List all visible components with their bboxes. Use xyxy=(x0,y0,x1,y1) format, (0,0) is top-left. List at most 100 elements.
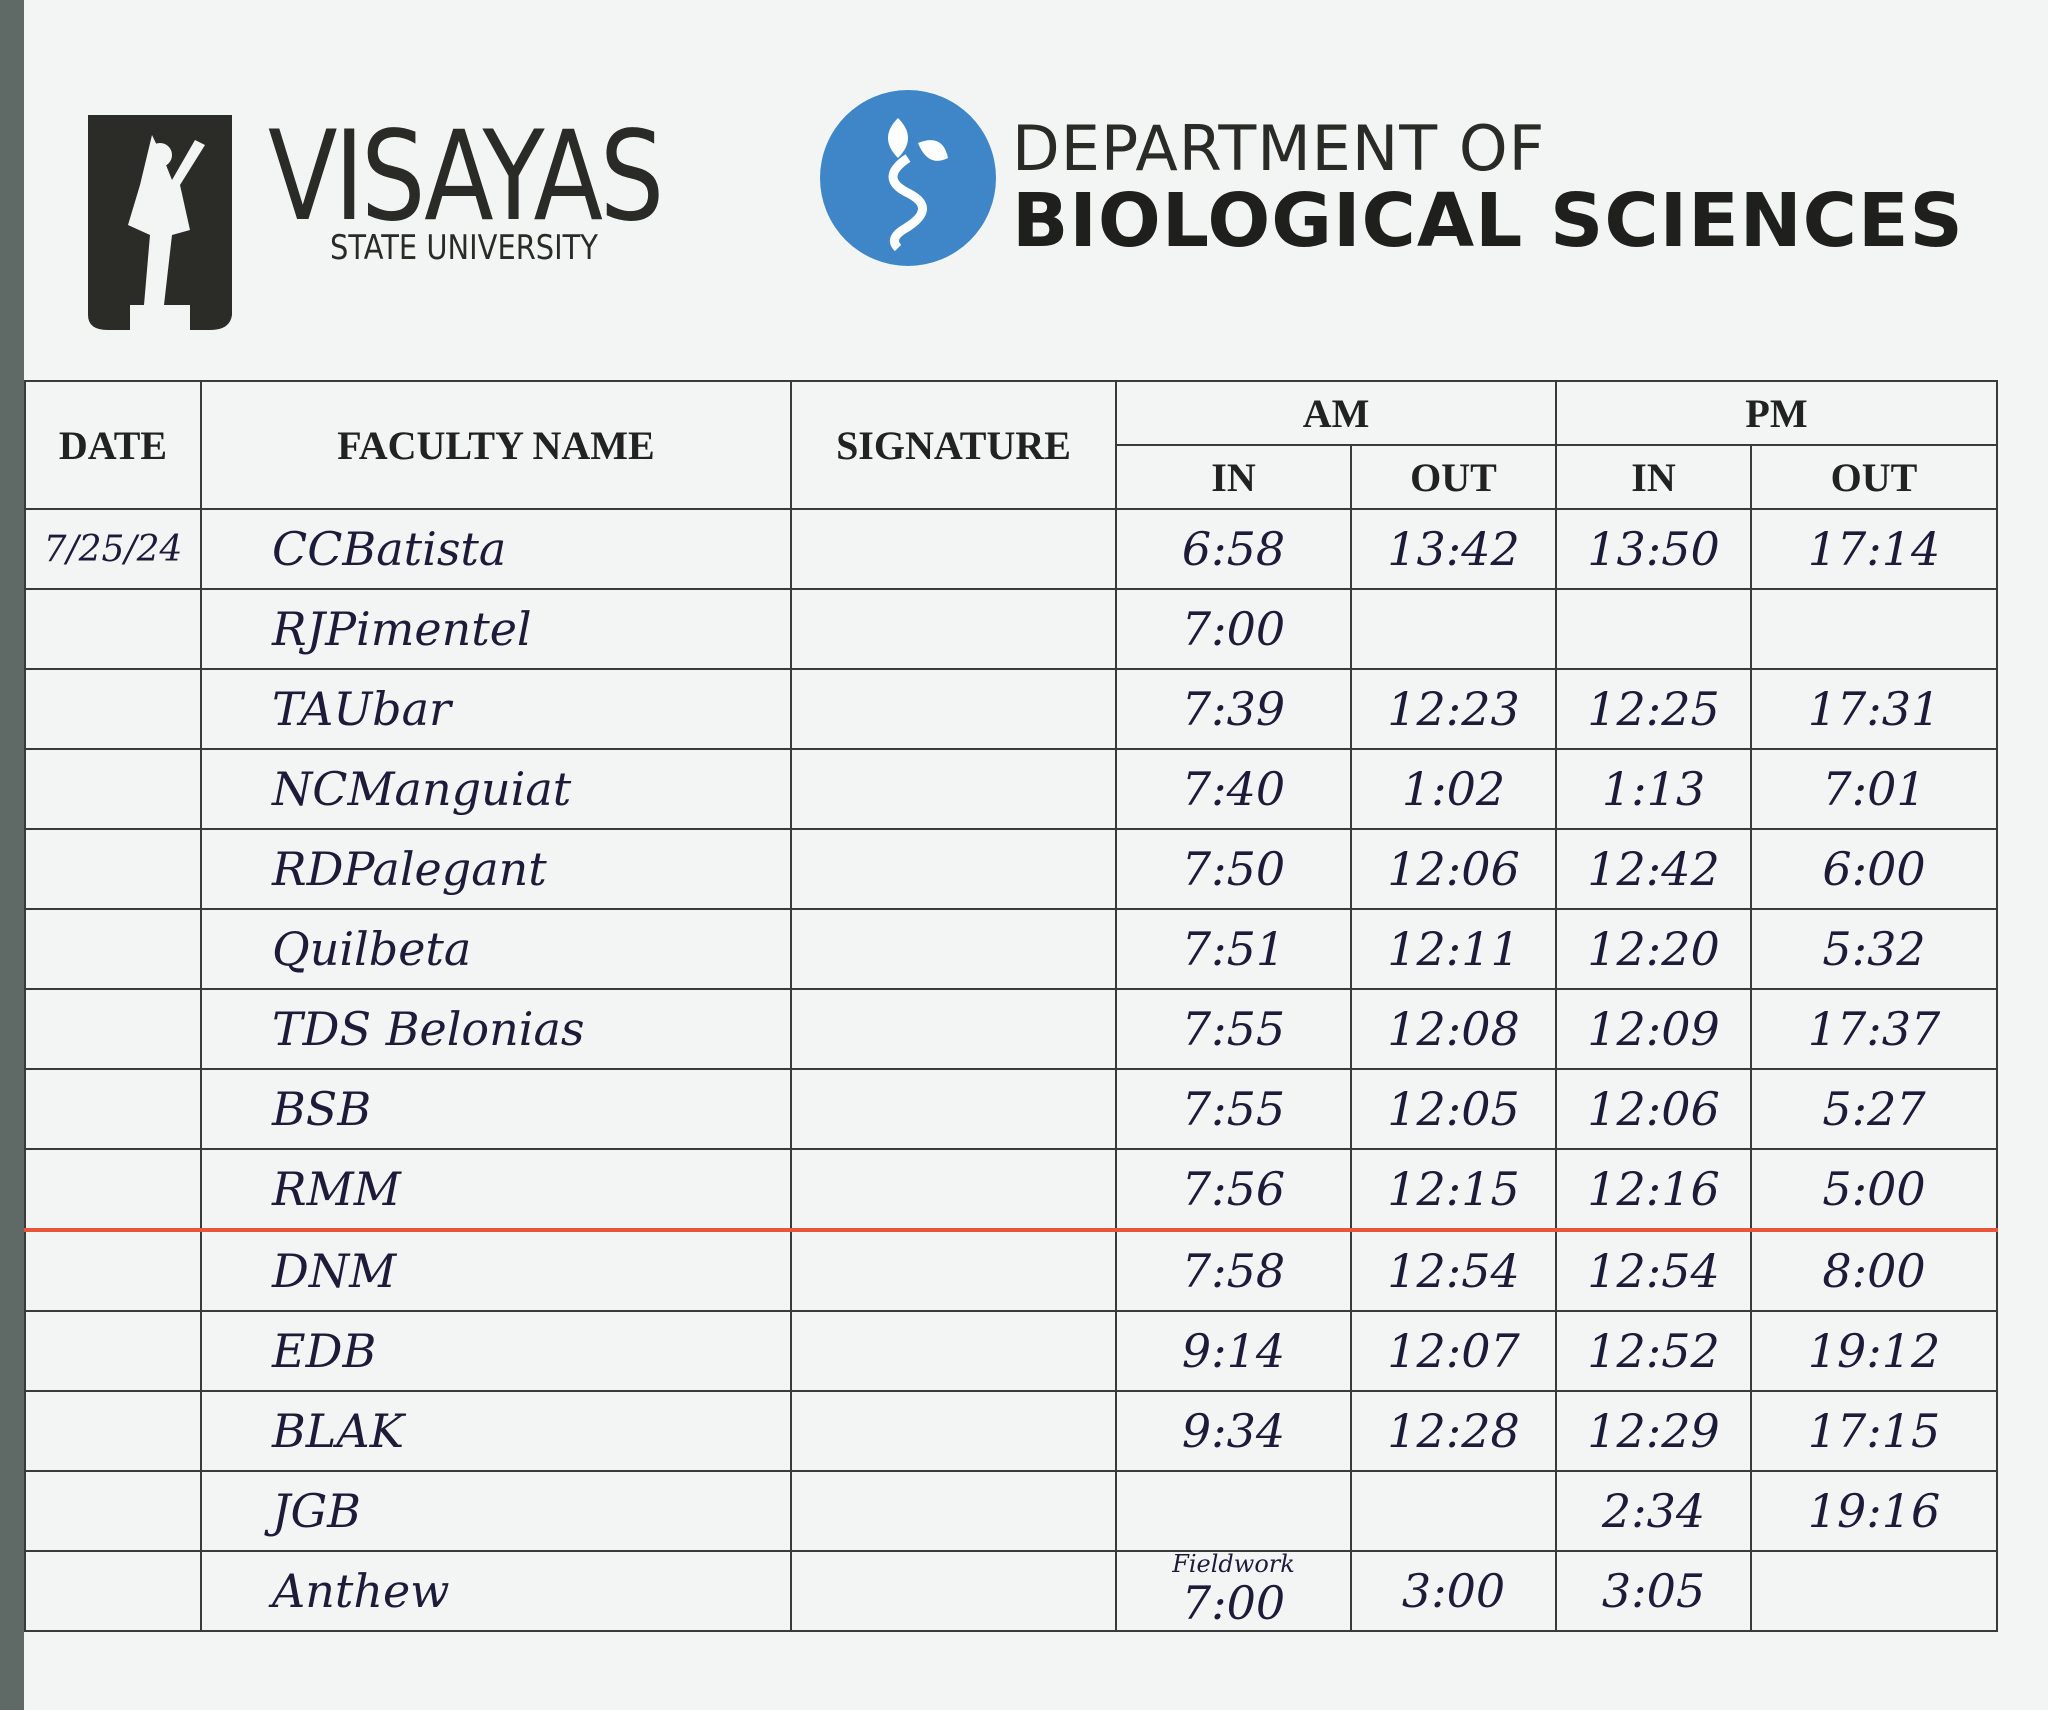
am-in-cell: 6:58 xyxy=(1115,508,1352,590)
name: EDB xyxy=(272,1324,377,1378)
university-name: VISAYAS xyxy=(268,105,664,249)
pm-in-cell: 12:09 xyxy=(1555,988,1753,1070)
pm-in: 12:06 xyxy=(1587,1082,1720,1136)
am-in-cell: 9:14 xyxy=(1115,1310,1352,1392)
pm-in: 12:52 xyxy=(1587,1324,1720,1378)
pm-in-cell: 12:20 xyxy=(1555,908,1753,990)
am-out-cell: 12:05 xyxy=(1349,1068,1558,1150)
pm-out-cell: 5:27 xyxy=(1750,1068,1999,1150)
am-out: 3:00 xyxy=(1401,1564,1506,1618)
am-out-cell: 12:23 xyxy=(1349,668,1558,750)
pm-out-cell: 17:15 xyxy=(1750,1390,1999,1472)
name-cell: EDB xyxy=(200,1310,792,1392)
header-pm-in: IN xyxy=(1555,444,1753,510)
attendance-row: Quilbeta 7:51 12:11 12:20 5:32 xyxy=(24,908,1999,990)
header-am: AM xyxy=(1114,380,1558,446)
am-in: 7:50 xyxy=(1181,842,1286,896)
signature-cell xyxy=(790,1068,1117,1150)
pm-in-cell: 12:06 xyxy=(1555,1068,1753,1150)
pm-in-cell: 12:29 xyxy=(1555,1390,1753,1472)
name-cell: CCBatista xyxy=(200,508,792,590)
name-cell: Quilbeta xyxy=(200,908,792,990)
name-cell: JGB xyxy=(200,1470,792,1552)
pm-out-cell: 17:14 xyxy=(1750,508,1999,590)
pm-out: 6:00 xyxy=(1822,842,1926,896)
am-in-cell xyxy=(1115,1470,1352,1552)
name: BLAK xyxy=(272,1404,404,1458)
name: TAUbar xyxy=(272,682,452,736)
name: NCManguiat xyxy=(272,762,572,816)
pm-in-cell xyxy=(1555,588,1753,670)
am-in-cell: 7:55 xyxy=(1115,988,1352,1070)
name: TDS Belonias xyxy=(272,1002,585,1056)
signature-cell xyxy=(790,748,1117,830)
pm-out-cell: 17:37 xyxy=(1750,988,1999,1070)
am-out: 12:23 xyxy=(1387,682,1520,736)
date-cell xyxy=(24,828,202,910)
am-in: 7:55 xyxy=(1181,1082,1286,1136)
header-am-in: IN xyxy=(1115,444,1352,510)
date-cell xyxy=(24,1470,202,1552)
department-logo xyxy=(820,90,996,266)
page-edge xyxy=(0,0,24,1710)
am-in-cell: 7:56 xyxy=(1115,1148,1352,1232)
name: BSB xyxy=(272,1082,372,1136)
header-date: DATE xyxy=(24,380,202,510)
signature-cell xyxy=(790,1390,1117,1472)
am-in-cell: Fieldwork 7:00 xyxy=(1115,1550,1352,1632)
am-out: 12:07 xyxy=(1387,1324,1520,1378)
am-in-cell: 7:50 xyxy=(1115,828,1352,910)
name: Quilbeta xyxy=(272,922,472,976)
signature-cell xyxy=(790,508,1117,590)
pm-in: 3:05 xyxy=(1601,1564,1706,1618)
am-out-cell: 12:28 xyxy=(1349,1390,1558,1472)
attendance-row: 7/25/24 CCBatista 6:58 13:42 13:50 17:14 xyxy=(24,508,1999,590)
am-in: 9:34 xyxy=(1181,1404,1286,1458)
note: Fieldwork xyxy=(1172,1550,1295,1578)
am-in-cell: 7:39 xyxy=(1115,668,1352,750)
name-cell: TAUbar xyxy=(200,668,792,750)
am-in-cell: 7:40 xyxy=(1115,748,1352,830)
pm-out-cell: 7:01 xyxy=(1750,748,1999,830)
name-cell: RJPimentel xyxy=(200,588,792,670)
pm-in: 12:25 xyxy=(1587,682,1720,736)
pm-out: 5:27 xyxy=(1822,1082,1926,1136)
date-cell xyxy=(24,1310,202,1392)
date-cell: 7/25/24 xyxy=(24,508,202,590)
attendance-row: RMM 7:56 12:15 12:16 5:00 xyxy=(24,1148,1999,1232)
pm-in-cell: 3:05 xyxy=(1555,1550,1753,1632)
am-out: 12:54 xyxy=(1387,1244,1520,1298)
pm-out-cell xyxy=(1750,588,1999,670)
pm-in: 2:34 xyxy=(1601,1484,1706,1538)
name: RMM xyxy=(272,1162,401,1216)
pm-in: 12:54 xyxy=(1587,1244,1720,1298)
header-pm-out: OUT xyxy=(1750,444,1999,510)
am-in: 7:56 xyxy=(1181,1162,1286,1216)
signature-cell xyxy=(790,1229,1117,1312)
am-in-cell: 7:55 xyxy=(1115,1068,1352,1150)
signature-cell xyxy=(790,1470,1117,1552)
pm-out: 5:32 xyxy=(1822,922,1926,976)
pm-out-cell: 19:12 xyxy=(1750,1310,1999,1392)
am-out: 12:15 xyxy=(1387,1162,1520,1216)
attendance-row: BLAK 9:34 12:28 12:29 17:15 xyxy=(24,1390,1999,1472)
attendance-row: BSB 7:55 12:05 12:06 5:27 xyxy=(24,1068,1999,1150)
am-out-cell: 12:06 xyxy=(1349,828,1558,910)
pm-out: 17:14 xyxy=(1807,522,1941,576)
header-faculty-name: FACULTY NAME xyxy=(200,380,792,510)
am-out: 12:11 xyxy=(1387,922,1520,976)
date-cell xyxy=(24,668,202,750)
pm-out-cell: 8:00 xyxy=(1750,1229,1999,1312)
pm-in: 12:09 xyxy=(1587,1002,1720,1056)
pm-in: 12:42 xyxy=(1587,842,1720,896)
department-line1: DEPARTMENT OF xyxy=(1012,112,1546,185)
name-cell: NCManguiat xyxy=(200,748,792,830)
attendance-row: Anthew Fieldwork 7:00 3:00 3:05 xyxy=(24,1550,1999,1632)
pm-out-cell: 19:16 xyxy=(1750,1470,1999,1552)
am-in: 7:55 xyxy=(1181,1002,1286,1056)
pm-in: 1:13 xyxy=(1601,762,1706,816)
name: RJPimentel xyxy=(272,602,532,656)
attendance-row: RJPimentel 7:00 xyxy=(24,588,1999,670)
signature-cell xyxy=(790,1310,1117,1392)
